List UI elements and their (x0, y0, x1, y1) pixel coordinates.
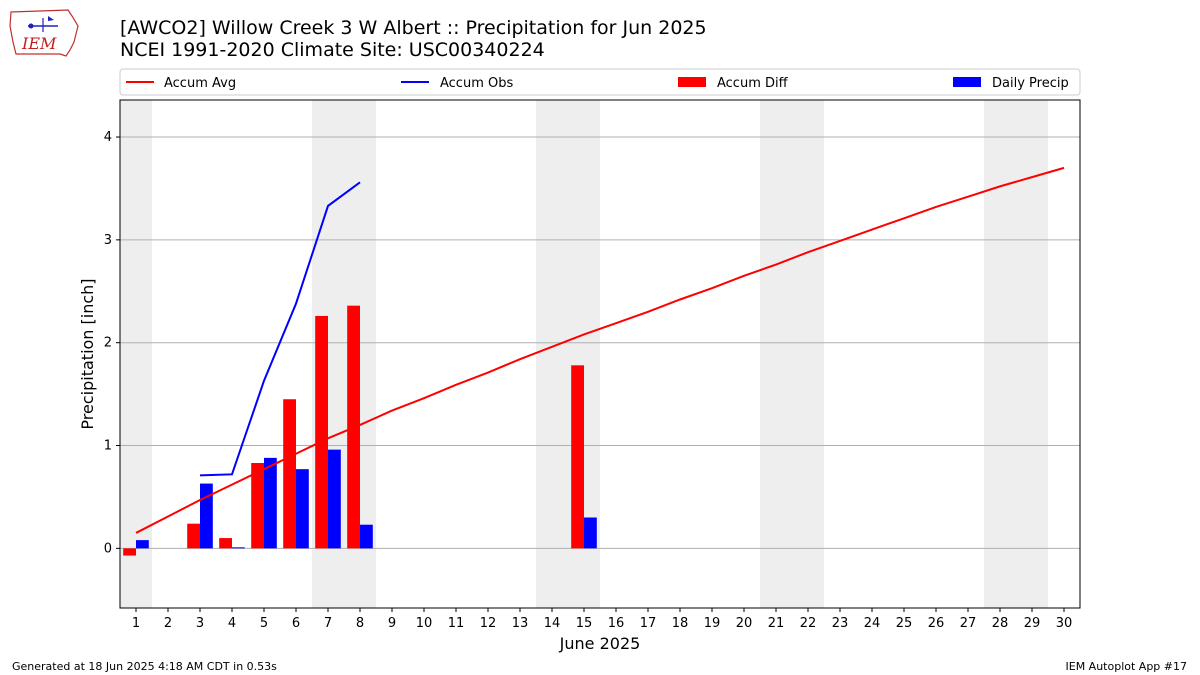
x-tick-label: 29 (1024, 616, 1041, 631)
legend-label: Accum Diff (717, 76, 789, 91)
x-tick-label: 1 (132, 616, 140, 631)
x-tick-label: 6 (292, 616, 300, 631)
weekend-band (1016, 100, 1048, 608)
accum-diff-bar (123, 548, 136, 556)
weekend-band (792, 100, 824, 608)
weekend-band (760, 100, 792, 608)
x-tick-label: 14 (544, 616, 561, 631)
x-tick-label: 27 (960, 616, 977, 631)
accum-diff-bar (219, 538, 232, 549)
x-tick-label: 22 (800, 616, 817, 631)
x-tick-label: 5 (260, 616, 268, 631)
x-tick-label: 26 (928, 616, 945, 631)
weekend-band (536, 100, 568, 608)
legend-label: Accum Obs (440, 76, 513, 91)
x-tick-label: 25 (896, 616, 913, 631)
iowa-outline-icon (9, 9, 79, 57)
accum-diff-bar (187, 523, 200, 549)
plot-frame (119, 99, 1081, 609)
accum-diff-bar (315, 315, 328, 549)
x-tick-label: 20 (736, 616, 753, 631)
accum-avg-line (135, 166, 1065, 534)
daily-precip-bar (200, 483, 213, 549)
x-tick-label: 28 (992, 616, 1009, 631)
daily-precip-bar (360, 524, 373, 549)
legend-swatch-bar (953, 77, 981, 87)
y-tick-label: 0 (104, 541, 112, 556)
x-tick-label: 8 (356, 616, 364, 631)
x-axis-label: June 2025 (559, 634, 641, 653)
x-tick-label: 17 (640, 616, 657, 631)
x-tick-label: 30 (1056, 616, 1073, 631)
app-id-label: IEM Autoplot App #17 (1065, 660, 1188, 673)
daily-precip-bar (136, 540, 149, 549)
x-tick-label: 16 (608, 616, 625, 631)
x-tick-label: 24 (864, 616, 881, 631)
x-tick-label: 12 (480, 616, 497, 631)
x-tick-label: 15 (576, 616, 593, 631)
legend-swatch-bar (678, 77, 706, 87)
logo-text: IEM (21, 34, 57, 53)
accum-diff-bar (283, 399, 296, 549)
accum-obs-line (199, 181, 361, 477)
weekend-band (984, 100, 1016, 608)
y-tick-label: 4 (104, 130, 112, 145)
x-tick-label: 3 (196, 616, 204, 631)
chart-title: [AWCO2] Willow Creek 3 W Albert :: Preci… (120, 17, 707, 39)
x-tick-label: 23 (832, 616, 849, 631)
daily-precip-bar (584, 517, 597, 549)
accum-diff-bar (251, 463, 264, 549)
x-tick-label: 9 (388, 616, 396, 631)
legend-label: Daily Precip (992, 76, 1069, 91)
y-axis-label: Precipitation [inch] (78, 278, 97, 429)
iem-logo-icon: IEM (9, 9, 79, 57)
x-tick-label: 10 (416, 616, 433, 631)
x-tick-label: 2 (164, 616, 172, 631)
x-tick-label: 4 (228, 616, 236, 631)
daily-precip-bar (328, 449, 341, 549)
x-tick-label: 11 (448, 616, 465, 631)
legend-box (119, 68, 1081, 96)
x-tick-label: 19 (704, 616, 721, 631)
x-tick-label: 7 (324, 616, 332, 631)
accum-diff-bar (571, 365, 584, 549)
x-tick-label: 21 (768, 616, 785, 631)
x-tick-label: 18 (672, 616, 689, 631)
y-tick-label: 1 (104, 439, 112, 454)
chart-subtitle: NCEI 1991-2020 Climate Site: USC00340224 (120, 39, 545, 61)
generated-timestamp: Generated at 18 Jun 2025 4:18 AM CDT in … (12, 660, 277, 673)
legend-label: Accum Avg (164, 76, 236, 91)
weekend-band (120, 100, 152, 608)
daily-precip-bar (232, 547, 245, 549)
daily-precip-bar (296, 469, 309, 549)
x-tick-label: 13 (512, 616, 529, 631)
y-tick-label: 2 (104, 336, 112, 351)
y-tick-label: 3 (104, 233, 112, 248)
daily-precip-bar (264, 457, 277, 549)
